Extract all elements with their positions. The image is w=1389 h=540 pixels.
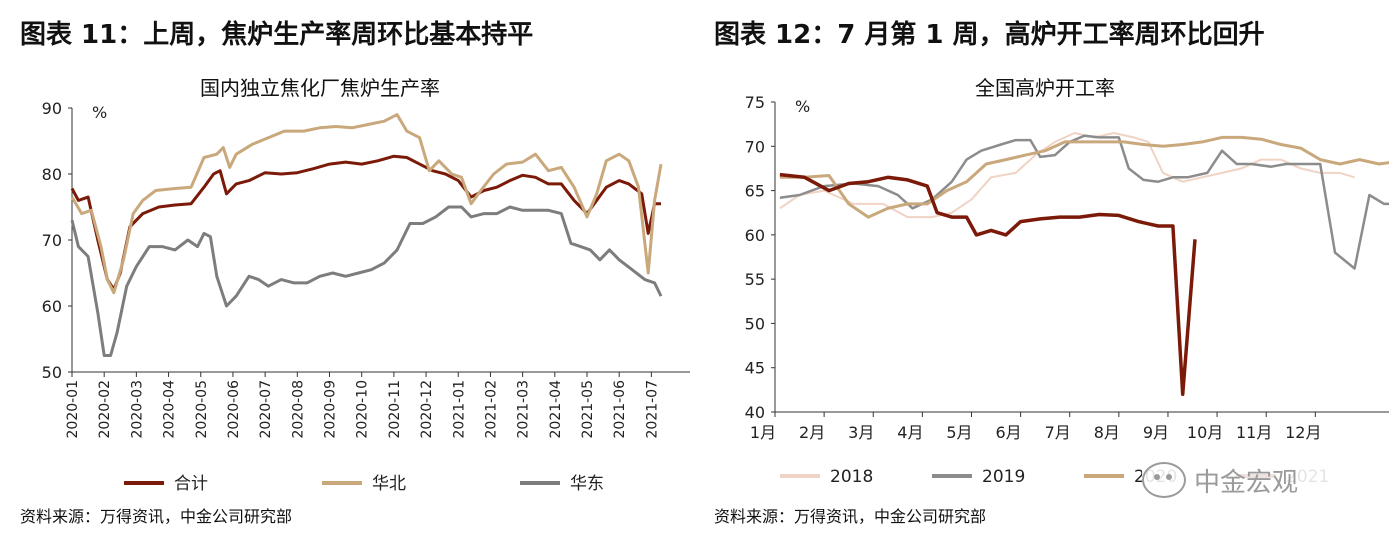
x-tick-label: 8月	[1094, 423, 1120, 442]
series-line-2020	[779, 135, 1389, 219]
wechat-icon	[1142, 462, 1186, 498]
x-tick-label: 3月	[848, 423, 874, 442]
series-line-2021	[779, 172, 1197, 397]
x-tick-label: 2020-09	[323, 380, 339, 439]
y-tick-label: 60	[745, 226, 765, 245]
y-tick-label: 90	[42, 99, 62, 118]
x-tick-label: 2020-04	[162, 380, 178, 439]
watermark: 中金宏观	[1142, 458, 1377, 502]
legend-label-华北: 华北	[372, 474, 406, 494]
y-tick-label: 50	[745, 314, 765, 333]
x-tick-label: 2020-07	[258, 380, 274, 439]
y-tick-label: 55	[745, 270, 765, 289]
legend-label-合计: 合计	[174, 474, 208, 494]
left-source-note: 资料来源：万得资讯，中金公司研究部	[20, 507, 293, 526]
x-tick-label: 9月	[1143, 423, 1169, 442]
x-tick-label: 2020-05	[194, 380, 210, 439]
right-chart: 40 45 50 55 60 65 70 75 % 1月 2月 3月 4月 5月 6月 7月 8月 9月 10月 11…	[745, 93, 1389, 487]
x-tick-label: 5月	[946, 423, 972, 442]
y-unit-label: %	[795, 97, 810, 116]
legend-label-2019: 2019	[982, 467, 1025, 487]
x-tick-label: 10月	[1187, 423, 1223, 442]
x-tick-label: 11月	[1236, 423, 1272, 442]
x-tick-label: 2021-02	[483, 380, 499, 439]
x-tick-label: 2020-11	[387, 380, 403, 439]
y-tick-label: 70	[745, 137, 765, 156]
x-tick-label: 12月	[1285, 423, 1321, 442]
y-tick-label: 50	[42, 363, 62, 382]
x-tick-label: 2020-12	[419, 380, 435, 439]
x-tick-label: 6月	[996, 423, 1022, 442]
y-tick-label: 65	[745, 182, 765, 201]
watermark-text: 中金宏观	[1194, 467, 1299, 498]
y-tick-label: 45	[745, 359, 765, 378]
y-tick-label: 80	[42, 165, 62, 184]
x-tick-label: 1月	[750, 423, 776, 442]
right-chart-title: 全国高炉开工率	[975, 76, 1115, 100]
series-line-华北	[70, 113, 663, 295]
x-tick-label: 2021-07	[644, 380, 660, 439]
series-line-2019	[779, 134, 1389, 270]
x-tick-label: 2020-03	[129, 380, 145, 439]
y-tick-label: 70	[42, 231, 62, 250]
x-tick-label: 2021-01	[451, 380, 467, 439]
y-tick-label: 75	[745, 93, 765, 112]
x-tick-label: 2021-05	[580, 380, 596, 439]
y-unit-label: %	[92, 103, 107, 122]
y-tick-label: 60	[42, 297, 62, 316]
y-tick-label: 40	[745, 403, 765, 422]
x-tick-label: 2020-10	[355, 380, 371, 439]
left-chart: 50 60 70 80 90 % 2020-01 2020-02 2020-03 2020-04 2…	[42, 99, 690, 494]
x-tick-label: 2020-06	[226, 380, 242, 439]
x-tick-label: 4月	[897, 423, 923, 442]
x-tick-label: 2020-02	[97, 380, 113, 439]
x-tick-label: 2月	[799, 423, 825, 442]
right-source-note: 资料来源：万得资讯，中金公司研究部	[714, 507, 987, 526]
left-chart-title: 国内独立焦化厂焦炉生产率	[200, 76, 440, 100]
series-line-华东	[70, 205, 663, 357]
left-figure-heading: 图表 11：上周，焦炉生产率周环比基本持平	[20, 20, 534, 50]
x-tick-label: 2021-03	[516, 380, 532, 439]
x-tick-label: 7月	[1045, 423, 1071, 442]
legend-label-2018: 2018	[830, 467, 873, 487]
x-tick-label: 2021-04	[548, 380, 564, 439]
x-tick-label: 2021-06	[612, 380, 628, 439]
right-figure-heading: 图表 12：7 月第 1 周，高炉开工率周环比回升	[714, 20, 1265, 50]
x-tick-label: 2020-08	[290, 380, 306, 439]
legend-label-华东: 华东	[570, 474, 604, 494]
x-tick-label: 2020-01	[65, 380, 81, 439]
